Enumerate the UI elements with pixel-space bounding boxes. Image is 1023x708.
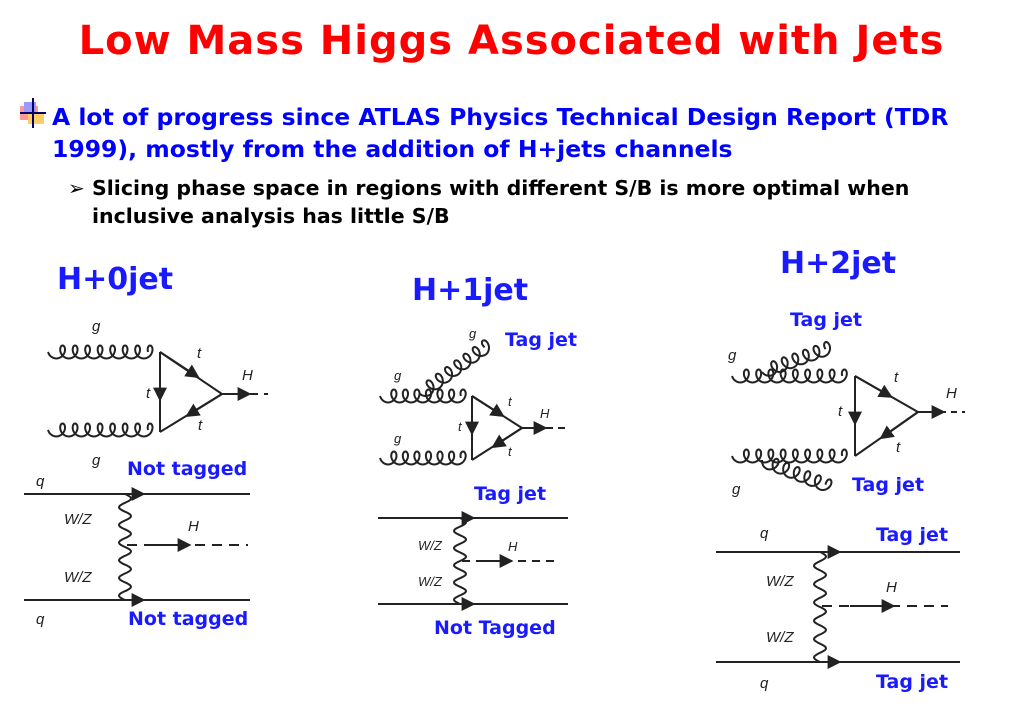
boson-line bbox=[812, 551, 828, 663]
label-g: g bbox=[394, 431, 402, 446]
label-h2-tag-jet-d: Tag jet bbox=[876, 671, 949, 693]
label-h2-tag-jet-a: Tag jet bbox=[790, 309, 863, 331]
slide-title: Low Mass Higgs Associated with Jets bbox=[78, 18, 945, 64]
boson-line bbox=[117, 493, 133, 601]
gluon-line bbox=[379, 450, 467, 466]
label-t: t bbox=[146, 385, 151, 402]
label-g: g bbox=[92, 318, 101, 335]
diagram-h1-vbf bbox=[378, 511, 568, 611]
label-t: t bbox=[896, 439, 901, 456]
label-h1-not-tagged: Not Tagged bbox=[434, 617, 556, 639]
label-g: g bbox=[728, 347, 737, 364]
diagram-h0-gluon-fusion bbox=[47, 344, 268, 438]
gluon-line bbox=[761, 340, 831, 377]
bullet-main: A lot of progress since ATLAS Physics Te… bbox=[52, 103, 949, 163]
label-wz: W/Z bbox=[766, 629, 794, 646]
gluon-line bbox=[47, 422, 154, 438]
label-t: t bbox=[198, 417, 203, 434]
label-t: t bbox=[508, 394, 513, 409]
label-t: t bbox=[458, 419, 463, 434]
label-h: H bbox=[540, 406, 550, 421]
label-q: q bbox=[760, 675, 769, 692]
label-h: H bbox=[188, 518, 199, 535]
label-h0-not-tagged-top: Not tagged bbox=[127, 458, 248, 480]
boson-line bbox=[452, 517, 468, 605]
label-g: g bbox=[469, 326, 477, 341]
bullet-icon bbox=[20, 98, 46, 128]
label-t: t bbox=[197, 345, 202, 362]
label-g: g bbox=[732, 481, 741, 498]
label-h0-not-tagged-bottom: Not tagged bbox=[128, 608, 249, 630]
label-h: H bbox=[946, 385, 957, 402]
label-q: q bbox=[36, 473, 45, 490]
label-wz: W/Z bbox=[418, 574, 443, 589]
gluon-line bbox=[379, 388, 467, 404]
label-wz: W/Z bbox=[766, 573, 794, 590]
label-q: q bbox=[760, 525, 769, 542]
label-t: t bbox=[838, 403, 843, 420]
gluon-line bbox=[731, 448, 848, 464]
diagram-h2-vbf bbox=[716, 545, 960, 669]
label-h: H bbox=[242, 367, 253, 384]
heading-h2jet: H+2jet bbox=[780, 246, 897, 281]
diagram-h1-gluon-fusion bbox=[379, 339, 566, 466]
label-h: H bbox=[886, 579, 897, 596]
bullet-sub: Slicing phase space in regions with diff… bbox=[92, 176, 910, 228]
label-h2-tag-jet-c: Tag jet bbox=[876, 524, 949, 546]
label-h1-tag-jet-top: Tag jet bbox=[505, 329, 578, 351]
label-wz: W/Z bbox=[64, 511, 92, 528]
label-t: t bbox=[508, 444, 513, 459]
gluon-line bbox=[47, 344, 154, 360]
heading-h1jet: H+1jet bbox=[412, 273, 529, 308]
label-h1-tag-jet-mid: Tag jet bbox=[474, 483, 547, 505]
diagram-h0-vbf bbox=[24, 487, 250, 607]
label-wz: W/Z bbox=[64, 569, 92, 586]
label-t: t bbox=[894, 369, 899, 386]
label-h2-tag-jet-b: Tag jet bbox=[852, 474, 925, 496]
diagram-h2-gluon-fusion bbox=[731, 340, 965, 491]
heading-h0jet: H+0jet bbox=[57, 262, 174, 297]
gluon-line bbox=[731, 368, 848, 384]
gluon-line bbox=[419, 339, 491, 398]
gluon-line bbox=[761, 457, 833, 491]
label-g: g bbox=[394, 368, 402, 383]
label-g: g bbox=[92, 452, 101, 469]
label-h: H bbox=[508, 539, 518, 554]
label-wz: W/Z bbox=[418, 538, 443, 553]
arrow-bullet-icon: ➢ bbox=[68, 176, 85, 200]
label-q: q bbox=[36, 611, 45, 628]
